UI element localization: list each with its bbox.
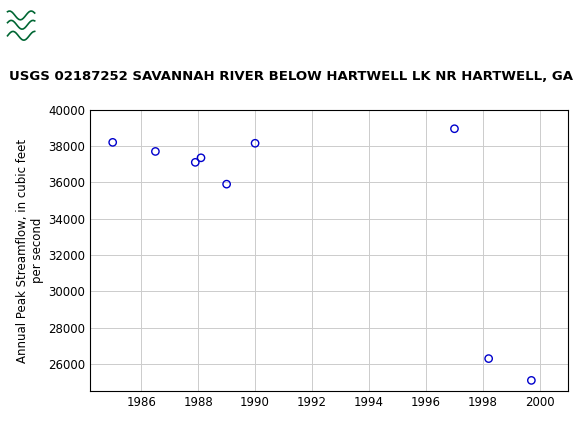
Point bbox=[484, 355, 494, 362]
Point bbox=[197, 154, 206, 161]
Point bbox=[527, 377, 536, 384]
Point bbox=[450, 125, 459, 132]
Point bbox=[191, 159, 200, 166]
Point bbox=[222, 181, 231, 187]
Point bbox=[151, 148, 160, 155]
Text: USGS: USGS bbox=[77, 15, 150, 40]
Point bbox=[108, 139, 117, 146]
FancyBboxPatch shape bbox=[5, 6, 71, 49]
Point bbox=[251, 140, 260, 147]
Y-axis label: Annual Peak Streamflow, in cubic feet
per second: Annual Peak Streamflow, in cubic feet pe… bbox=[16, 138, 44, 362]
Text: USGS 02187252 SAVANNAH RIVER BELOW HARTWELL LK NR HARTWELL, GA: USGS 02187252 SAVANNAH RIVER BELOW HARTW… bbox=[9, 70, 572, 83]
